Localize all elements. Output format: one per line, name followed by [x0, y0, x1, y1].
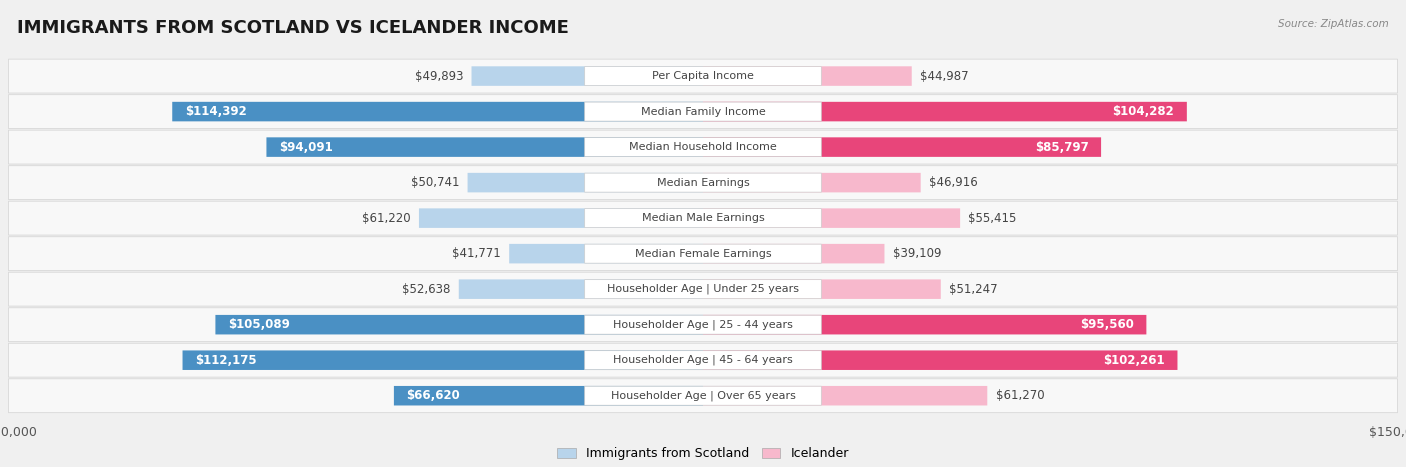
- Text: Householder Age | Over 65 years: Householder Age | Over 65 years: [610, 390, 796, 401]
- Text: Median Household Income: Median Household Income: [628, 142, 778, 152]
- FancyBboxPatch shape: [8, 201, 1398, 235]
- FancyBboxPatch shape: [8, 272, 1398, 306]
- Text: $50,741: $50,741: [411, 176, 460, 189]
- FancyBboxPatch shape: [8, 166, 1398, 199]
- FancyBboxPatch shape: [8, 130, 1398, 164]
- FancyBboxPatch shape: [703, 102, 1187, 121]
- Text: $55,415: $55,415: [969, 212, 1017, 225]
- Text: Median Female Earnings: Median Female Earnings: [634, 248, 772, 259]
- FancyBboxPatch shape: [419, 208, 703, 228]
- Text: Householder Age | 25 - 44 years: Householder Age | 25 - 44 years: [613, 319, 793, 330]
- FancyBboxPatch shape: [8, 237, 1398, 270]
- FancyBboxPatch shape: [703, 208, 960, 228]
- Text: $114,392: $114,392: [184, 105, 246, 118]
- Text: $85,797: $85,797: [1035, 141, 1088, 154]
- Text: Median Earnings: Median Earnings: [657, 177, 749, 188]
- FancyBboxPatch shape: [585, 244, 821, 263]
- Text: Source: ZipAtlas.com: Source: ZipAtlas.com: [1278, 19, 1389, 28]
- Text: $61,220: $61,220: [361, 212, 411, 225]
- FancyBboxPatch shape: [173, 102, 703, 121]
- Text: Householder Age | Under 25 years: Householder Age | Under 25 years: [607, 284, 799, 294]
- Text: $66,620: $66,620: [406, 389, 460, 402]
- FancyBboxPatch shape: [394, 386, 703, 405]
- Legend: Immigrants from Scotland, Icelander: Immigrants from Scotland, Icelander: [553, 442, 853, 465]
- FancyBboxPatch shape: [703, 386, 987, 405]
- Text: $44,987: $44,987: [920, 70, 969, 83]
- Text: $105,089: $105,089: [228, 318, 290, 331]
- FancyBboxPatch shape: [585, 138, 821, 156]
- Text: $51,247: $51,247: [949, 283, 998, 296]
- FancyBboxPatch shape: [8, 308, 1398, 342]
- FancyBboxPatch shape: [266, 137, 703, 157]
- FancyBboxPatch shape: [8, 59, 1398, 93]
- FancyBboxPatch shape: [703, 279, 941, 299]
- FancyBboxPatch shape: [468, 173, 703, 192]
- Text: $95,560: $95,560: [1080, 318, 1133, 331]
- Text: $104,282: $104,282: [1112, 105, 1174, 118]
- FancyBboxPatch shape: [703, 137, 1101, 157]
- FancyBboxPatch shape: [703, 315, 1146, 334]
- Text: $102,261: $102,261: [1104, 354, 1166, 367]
- FancyBboxPatch shape: [703, 350, 1177, 370]
- Text: $112,175: $112,175: [195, 354, 257, 367]
- FancyBboxPatch shape: [585, 209, 821, 227]
- FancyBboxPatch shape: [471, 66, 703, 86]
- Text: Per Capita Income: Per Capita Income: [652, 71, 754, 81]
- FancyBboxPatch shape: [585, 67, 821, 85]
- FancyBboxPatch shape: [585, 351, 821, 370]
- FancyBboxPatch shape: [183, 350, 703, 370]
- FancyBboxPatch shape: [509, 244, 703, 263]
- FancyBboxPatch shape: [703, 66, 911, 86]
- FancyBboxPatch shape: [585, 173, 821, 192]
- FancyBboxPatch shape: [585, 315, 821, 334]
- Text: $49,893: $49,893: [415, 70, 463, 83]
- FancyBboxPatch shape: [585, 386, 821, 405]
- FancyBboxPatch shape: [703, 244, 884, 263]
- FancyBboxPatch shape: [8, 343, 1398, 377]
- FancyBboxPatch shape: [8, 379, 1398, 413]
- FancyBboxPatch shape: [585, 102, 821, 121]
- Text: IMMIGRANTS FROM SCOTLAND VS ICELANDER INCOME: IMMIGRANTS FROM SCOTLAND VS ICELANDER IN…: [17, 19, 569, 37]
- FancyBboxPatch shape: [458, 279, 703, 299]
- FancyBboxPatch shape: [215, 315, 703, 334]
- Text: Householder Age | 45 - 64 years: Householder Age | 45 - 64 years: [613, 355, 793, 366]
- FancyBboxPatch shape: [8, 95, 1398, 128]
- Text: Median Male Earnings: Median Male Earnings: [641, 213, 765, 223]
- Text: Median Family Income: Median Family Income: [641, 106, 765, 117]
- Text: $39,109: $39,109: [893, 247, 941, 260]
- Text: $52,638: $52,638: [402, 283, 450, 296]
- Text: $94,091: $94,091: [278, 141, 333, 154]
- Text: $46,916: $46,916: [929, 176, 977, 189]
- Text: $41,771: $41,771: [453, 247, 501, 260]
- FancyBboxPatch shape: [585, 280, 821, 299]
- Text: $61,270: $61,270: [995, 389, 1045, 402]
- FancyBboxPatch shape: [703, 173, 921, 192]
